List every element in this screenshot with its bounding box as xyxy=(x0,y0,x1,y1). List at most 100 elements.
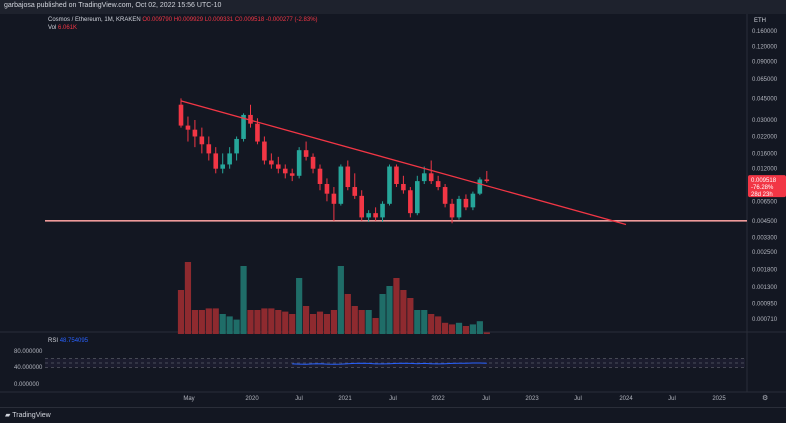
volume-bar xyxy=(400,290,407,334)
candle-body xyxy=(303,150,309,157)
volume-bar xyxy=(407,298,414,334)
volume-bar xyxy=(365,310,372,334)
rsi-legend: RSI 48.754095 xyxy=(48,338,88,344)
candle-body xyxy=(227,153,232,165)
candle-body xyxy=(289,173,295,176)
candle-body xyxy=(199,136,205,145)
tradingview-logo[interactable]: ▰ TradingView xyxy=(5,411,51,419)
volume-bar xyxy=(261,308,268,334)
price-tick-label: 0.000710 xyxy=(752,317,778,323)
candle-body xyxy=(401,183,406,191)
volume-bar xyxy=(316,311,324,334)
volume-bar xyxy=(393,278,400,334)
rsi-value: 48.754095 xyxy=(59,338,89,344)
price-tick-label: 0.030000 xyxy=(752,118,778,124)
volume-bar xyxy=(358,310,365,334)
volume-bar xyxy=(289,314,296,334)
candle-body xyxy=(220,164,225,169)
candle-body xyxy=(415,181,420,214)
volume-bar xyxy=(303,306,310,334)
candle-body xyxy=(449,203,455,218)
candle-body xyxy=(317,168,323,184)
time-tick-label: Jul xyxy=(482,396,490,402)
candle-body xyxy=(185,125,191,130)
volume-bar xyxy=(476,321,483,334)
volume-bar xyxy=(448,324,456,334)
price-chart[interactable]: ETH 0.160000 0.120000 0.090000 0.065000 0.045… xyxy=(0,0,786,407)
price-tick-label: 0.004500 xyxy=(752,219,778,225)
price-tick-label: 0.001300 xyxy=(752,285,778,291)
volume-bar xyxy=(268,308,275,334)
price-tick-label: 0.120000 xyxy=(752,44,778,50)
high-value: H0.009929 xyxy=(173,17,204,23)
candle-body xyxy=(310,156,316,169)
symbol-name[interactable]: Cosmos / Ethereum, 1M, KRAKEN xyxy=(48,17,141,23)
time-tick-label: 2024 xyxy=(619,396,633,402)
time-tick-label: 2021 xyxy=(338,396,352,402)
candle-body xyxy=(213,153,219,169)
candle-body xyxy=(192,129,198,137)
price-tick-label: 0.045000 xyxy=(752,96,778,102)
volume-bar xyxy=(296,278,303,334)
volume-bar xyxy=(254,310,261,334)
change-value: -0.000277 (-2.83%) xyxy=(265,17,318,23)
candle-body xyxy=(276,164,281,169)
candle-body xyxy=(296,150,302,176)
price-badge xyxy=(748,175,786,198)
volume-bar xyxy=(205,308,212,334)
logo-icon: ▰ xyxy=(5,412,11,419)
currency-label: ETH xyxy=(754,18,766,24)
volume-bar xyxy=(455,322,463,334)
price-tick-label: 0.002500 xyxy=(752,250,778,256)
candle-body xyxy=(324,183,330,194)
candle-body xyxy=(435,181,441,188)
price-tick-label: 0.000950 xyxy=(752,302,778,308)
rsi-label[interactable]: RSI xyxy=(48,338,59,344)
candle-body xyxy=(366,213,371,218)
candle-body xyxy=(380,203,385,218)
symbol-legend: Cosmos / Ethereum, 1M, KRAKEN O0.009790 … xyxy=(48,17,318,23)
volume-bar xyxy=(330,310,337,334)
time-tick-label: May xyxy=(183,396,194,402)
volume-bar xyxy=(469,324,476,334)
candle-body xyxy=(456,198,462,218)
time-tick-label: 2022 xyxy=(431,396,445,402)
volume-bar xyxy=(309,314,317,334)
volume-bar xyxy=(462,326,470,334)
volume-bar xyxy=(184,262,192,334)
volume-bar xyxy=(275,310,282,334)
volume-bar xyxy=(379,294,386,334)
candle-body xyxy=(408,190,413,214)
rsi-tick-label: 0.000000 xyxy=(14,382,40,388)
volume-bar xyxy=(226,316,233,334)
candle-body xyxy=(484,179,490,182)
time-tick-label: Jul xyxy=(295,396,303,402)
candle-body xyxy=(178,104,184,126)
badge-price: 0.009518 xyxy=(751,178,777,184)
volume-bar xyxy=(442,322,449,334)
candle-body xyxy=(470,193,476,208)
badge-countdown: 28d 23h xyxy=(751,192,773,198)
price-tick-label: 0.022000 xyxy=(752,134,778,140)
volume-label[interactable]: Vol xyxy=(48,25,57,31)
rsi-tick-label: 40.000000 xyxy=(14,365,43,371)
rsi-tick-label: 80.000000 xyxy=(14,349,43,355)
candle-body xyxy=(359,195,364,218)
volume-bar xyxy=(191,310,198,334)
volume-bar xyxy=(414,310,421,334)
publisher-bar: garbajosa published on TradingView.com, … xyxy=(0,0,786,14)
volume-bar xyxy=(428,314,435,334)
trend-line xyxy=(180,100,627,226)
candle-body xyxy=(282,168,288,174)
candle-body xyxy=(269,160,274,165)
candle-body xyxy=(248,114,253,124)
volume-bar xyxy=(233,319,240,334)
candle-body xyxy=(373,213,378,218)
badge-change: -76.28% xyxy=(751,185,774,191)
candle-body xyxy=(338,166,344,204)
volume-bar xyxy=(344,294,351,334)
candle-body xyxy=(262,141,267,161)
volume-value: 6.061K xyxy=(58,25,78,31)
close-value: C0.009518 xyxy=(234,17,265,23)
volume-bar xyxy=(386,286,393,334)
